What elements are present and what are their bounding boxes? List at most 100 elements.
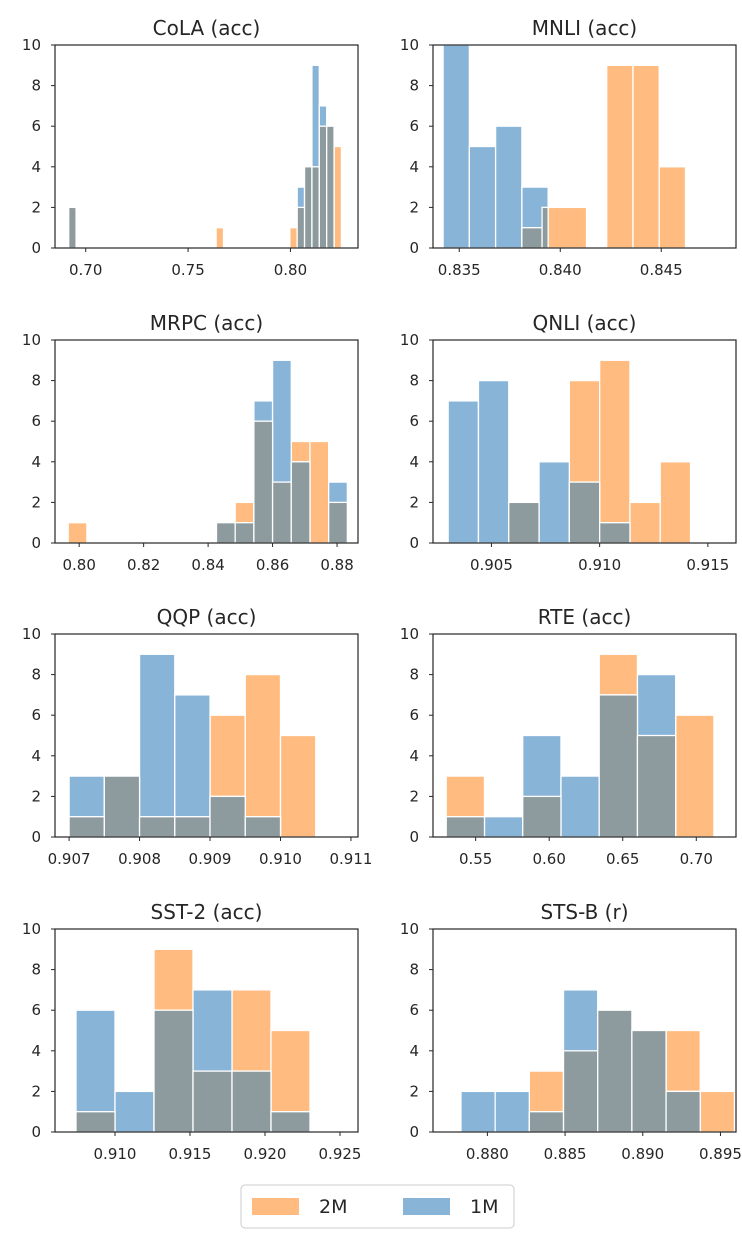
bar-2m bbox=[309, 440, 330, 544]
panel-mrpc-acc: MRPC (acc) 0 2 4 6 8 10 0.80 0.82 0.84 0.86 0.88 bbox=[22, 311, 359, 574]
bar-1m bbox=[460, 1090, 496, 1133]
x-tick-label: 0.907 bbox=[48, 850, 91, 868]
bar-overlap bbox=[541, 206, 549, 249]
y-tick-label: 10 bbox=[400, 920, 419, 938]
bar-1m bbox=[538, 461, 570, 544]
bar-overlap bbox=[296, 206, 306, 249]
y-tick-label: 0 bbox=[409, 534, 419, 552]
y-tick-label: 4 bbox=[409, 453, 419, 471]
bar-2m bbox=[675, 714, 715, 838]
bar-2m bbox=[599, 359, 631, 544]
bar-overlap bbox=[522, 795, 562, 838]
y-tick-label: 8 bbox=[31, 372, 41, 390]
y-tick-label: 8 bbox=[409, 666, 419, 684]
x-tick-label: 0.909 bbox=[189, 850, 232, 868]
x-tick-label: 0.908 bbox=[118, 850, 161, 868]
bar-overlap bbox=[326, 125, 335, 249]
x-tick-label: 0.65 bbox=[606, 850, 639, 868]
y-tick-label: 8 bbox=[409, 77, 419, 95]
x-tick-label: 0.920 bbox=[244, 1145, 287, 1163]
x-tick-label: 0.925 bbox=[319, 1145, 362, 1163]
x-tick-label: 0.70 bbox=[69, 261, 102, 279]
axes-frame bbox=[54, 928, 359, 1133]
y-tick-label: 2 bbox=[409, 787, 419, 805]
bar-overlap bbox=[568, 481, 601, 544]
bar-2m bbox=[606, 64, 634, 249]
y-tick-label: 4 bbox=[31, 158, 41, 176]
bar-1m bbox=[138, 653, 176, 838]
panel-title: RTE (acc) bbox=[538, 605, 632, 629]
x-tick-label: 0.60 bbox=[532, 850, 565, 868]
bar-overlap bbox=[318, 125, 328, 249]
y-tick-label: 10 bbox=[400, 331, 419, 349]
axes-frame bbox=[432, 44, 737, 249]
y-tick-label: 10 bbox=[22, 920, 41, 938]
axes-frame bbox=[432, 339, 737, 544]
y-tick-label: 8 bbox=[409, 372, 419, 390]
bar-overlap bbox=[231, 1070, 272, 1133]
bar-overlap bbox=[253, 420, 274, 544]
y-tick-label: 0 bbox=[31, 534, 41, 552]
y-tick-label: 0 bbox=[31, 1123, 41, 1141]
bar-2m bbox=[333, 145, 343, 249]
y-tick-label: 8 bbox=[409, 961, 419, 979]
axes-frame bbox=[54, 633, 359, 838]
bar-overlap bbox=[508, 501, 540, 544]
panel-mnli-acc: MNLI (acc) 0 2 4 6 8 10 0.835 0.840 0.845 bbox=[400, 16, 737, 279]
y-tick-label: 4 bbox=[31, 453, 41, 471]
y-tick-label: 2 bbox=[409, 1082, 419, 1100]
bar-overlap bbox=[521, 227, 543, 249]
y-tick-label: 2 bbox=[31, 787, 41, 805]
y-tick-label: 4 bbox=[409, 1042, 419, 1060]
panel-title: CoLA (acc) bbox=[153, 16, 261, 40]
x-tick-label: 0.88 bbox=[320, 556, 353, 574]
x-tick-label: 0.915 bbox=[686, 556, 729, 574]
bar-overlap bbox=[328, 501, 349, 544]
bar-2m bbox=[658, 166, 687, 249]
x-tick-label: 0.845 bbox=[640, 261, 683, 279]
bar-2m bbox=[632, 64, 660, 249]
y-tick-label: 4 bbox=[31, 747, 41, 765]
panel-title: MNLI (acc) bbox=[532, 16, 637, 40]
y-tick-label: 6 bbox=[31, 1001, 41, 1019]
y-tick-label: 10 bbox=[22, 331, 41, 349]
y-tick-label: 6 bbox=[409, 706, 419, 724]
bar-2m bbox=[659, 461, 692, 544]
panel-rte-acc: RTE (acc) 0 2 4 6 8 10 0.55 0.60 0.65 0.70 bbox=[400, 605, 737, 868]
panel-cola-acc: CoLA (acc) 0 2 4 6 8 10 0.70 0.75 0.80 bbox=[22, 16, 359, 279]
bar-1m bbox=[442, 44, 471, 249]
bar-overlap bbox=[599, 522, 631, 544]
bar-overlap bbox=[598, 694, 639, 838]
x-tick-label: 0.905 bbox=[470, 556, 513, 574]
x-tick-label: 0.890 bbox=[621, 1145, 664, 1163]
x-tick-label: 0.75 bbox=[171, 261, 204, 279]
axes-frame bbox=[432, 928, 737, 1133]
bar-1m bbox=[477, 379, 510, 544]
histogram-panels: CoLA (acc) 0 2 4 6 8 10 0.70 0.75 0.80 MNLI (acc) 0… bbox=[22, 16, 742, 1163]
bar-overlap bbox=[192, 1070, 233, 1133]
bar-overlap bbox=[103, 775, 141, 838]
y-tick-label: 0 bbox=[31, 828, 41, 846]
panel-sts-b-r: STS-B (r) 0 2 4 6 8 10 0.880 0.885 0.890 0.895 bbox=[400, 900, 742, 1163]
x-tick-label: 0.910 bbox=[259, 850, 302, 868]
y-tick-label: 6 bbox=[31, 706, 41, 724]
x-tick-label: 0.911 bbox=[329, 850, 372, 868]
y-tick-label: 6 bbox=[409, 412, 419, 430]
x-tick-label: 0.885 bbox=[544, 1145, 587, 1163]
y-tick-label: 0 bbox=[31, 239, 41, 257]
bar-1m bbox=[174, 694, 211, 838]
y-tick-label: 2 bbox=[31, 198, 41, 216]
legend-label-2m: 2M bbox=[319, 1196, 347, 1218]
y-tick-label: 6 bbox=[409, 1001, 419, 1019]
y-tick-label: 8 bbox=[31, 77, 41, 95]
bar-overlap bbox=[209, 795, 246, 838]
y-tick-label: 6 bbox=[31, 117, 41, 135]
y-tick-label: 8 bbox=[31, 666, 41, 684]
bar-overlap bbox=[271, 481, 292, 544]
y-tick-label: 10 bbox=[22, 625, 41, 643]
y-tick-label: 4 bbox=[409, 747, 419, 765]
panel-title: STS-B (r) bbox=[540, 900, 628, 924]
x-tick-label: 0.915 bbox=[169, 1145, 212, 1163]
bar-2m bbox=[244, 673, 282, 838]
